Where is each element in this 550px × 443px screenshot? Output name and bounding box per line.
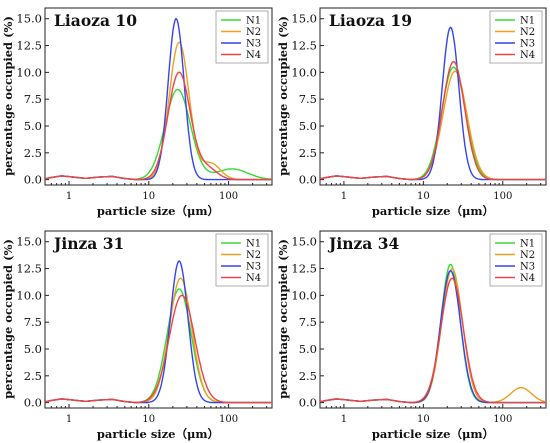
x-tick-label: 1 <box>341 191 347 202</box>
y-tick-label: 2.5 <box>299 369 317 383</box>
x-tick-label: 10 <box>417 414 430 425</box>
y-tick-label: 0.0 <box>299 396 317 410</box>
y-tick-label: 10.0 <box>16 65 42 79</box>
legend-label-n4: N4 <box>520 273 535 284</box>
y-tick-label: 0.0 <box>24 396 42 410</box>
x-axis-label: particle size（μm） <box>372 204 494 218</box>
series-lines <box>320 263 546 404</box>
x-tick-label: 1 <box>341 414 347 425</box>
x-tick-label: 10 <box>417 191 430 202</box>
chart-panel-2: 0.0 2.5 5.0 7.5 10.0 12.5 15.0 1 10 100 Liaoza 19 p… <box>276 7 547 218</box>
y-tick-label: 7.5 <box>24 315 42 329</box>
y-tick-label: 5.0 <box>299 119 317 133</box>
chart-panel-1: 0.0 2.5 5.0 7.5 10.0 12.5 15.0 1 10 100 Liaoza 10 p… <box>1 7 273 218</box>
series-line-n3 <box>320 269 546 404</box>
chart-title: Jinza 34 <box>327 234 400 253</box>
y-axis-label: percentage occupied (%) <box>276 239 290 399</box>
y-tick-label: 12.5 <box>291 39 317 53</box>
y-tick-label: 0.0 <box>24 173 42 187</box>
y-tick-label: 5.0 <box>299 342 317 356</box>
y-tick-label: 12.5 <box>291 262 317 276</box>
y-tick-label: 12.5 <box>16 262 42 276</box>
legend-label-n2: N2 <box>246 27 261 38</box>
legend-label-n3: N3 <box>246 39 261 50</box>
x-tick-label: 100 <box>493 414 512 425</box>
y-tick-label: 15.0 <box>291 235 317 249</box>
y-tick-label: 2.5 <box>24 369 42 383</box>
y-tick-label: 10.0 <box>16 288 42 302</box>
y-axis-label: percentage occupied (%) <box>1 16 15 176</box>
plot-frame <box>44 230 273 409</box>
chart-panel-4: 0.0 2.5 5.0 7.5 10.0 12.5 15.0 1 10 100 Jinza 34 pa… <box>276 230 547 441</box>
legend-label-n1: N1 <box>246 239 261 250</box>
y-tick-label: 7.5 <box>299 92 317 106</box>
legend-label-n2: N2 <box>246 250 261 261</box>
y-tick-label: 12.5 <box>16 39 42 53</box>
series-lines <box>320 26 546 181</box>
y-tick-label: 10.0 <box>291 288 317 302</box>
legend-label-n2: N2 <box>520 250 535 261</box>
y-tick-label: 7.5 <box>299 315 317 329</box>
series-line-n2 <box>320 267 546 404</box>
series-line-n4 <box>45 71 272 181</box>
chart-title: Liaoza 10 <box>54 11 137 30</box>
x-tick-label: 100 <box>219 414 238 425</box>
legend-label-n1: N1 <box>246 16 261 27</box>
chart-title: Liaoza 19 <box>329 11 412 30</box>
x-tick-label: 10 <box>142 191 155 202</box>
series-lines <box>45 17 272 181</box>
x-tick-label: 10 <box>142 414 155 425</box>
y-tick-label: 15.0 <box>16 12 42 26</box>
chart-title: Jinza 31 <box>52 234 124 253</box>
x-tick-label: 100 <box>493 191 512 202</box>
legend-label-n4: N4 <box>246 50 261 61</box>
y-tick-label: 15.0 <box>16 235 42 249</box>
y-tick-label: 2.5 <box>299 146 317 160</box>
plot-frame <box>44 7 273 186</box>
x-tick-label: 100 <box>219 191 238 202</box>
x-tick-label: 1 <box>66 414 72 425</box>
y-tick-label: 0.0 <box>299 173 317 187</box>
y-tick-label: 2.5 <box>24 146 42 160</box>
legend-label-n1: N1 <box>520 16 535 27</box>
legend-label-n3: N3 <box>246 262 261 273</box>
y-axis-label: percentage occupied (%) <box>276 16 290 176</box>
legend-label-n4: N4 <box>246 273 261 284</box>
y-axis-label: percentage occupied (%) <box>1 239 15 399</box>
chart-panel-3: 0.0 2.5 5.0 7.5 10.0 12.5 15.0 1 10 100 Jinza 31 pa… <box>1 230 273 441</box>
series-line-n4 <box>320 277 546 404</box>
x-axis-label: particle size（μm） <box>372 427 494 441</box>
legend-label-n2: N2 <box>520 27 535 38</box>
plot-frame <box>319 7 547 186</box>
y-tick-label: 15.0 <box>291 12 317 26</box>
y-tick-label: 5.0 <box>24 342 42 356</box>
y-tick-label: 5.0 <box>24 119 42 133</box>
y-tick-label: 7.5 <box>24 92 42 106</box>
legend-label-n3: N3 <box>520 262 535 273</box>
x-axis-label: particle size（μm） <box>97 427 219 441</box>
legend-label-n3: N3 <box>520 39 535 50</box>
series-line-n4 <box>320 60 546 181</box>
y-tick-label: 10.0 <box>291 65 317 79</box>
series-lines <box>45 260 272 404</box>
legend-label-n4: N4 <box>520 50 535 61</box>
x-axis-label: particle size（μm） <box>97 204 219 218</box>
legend-label-n1: N1 <box>520 239 535 250</box>
x-tick-label: 1 <box>66 191 72 202</box>
series-line-n4 <box>45 294 272 404</box>
plot-frame <box>319 230 547 409</box>
